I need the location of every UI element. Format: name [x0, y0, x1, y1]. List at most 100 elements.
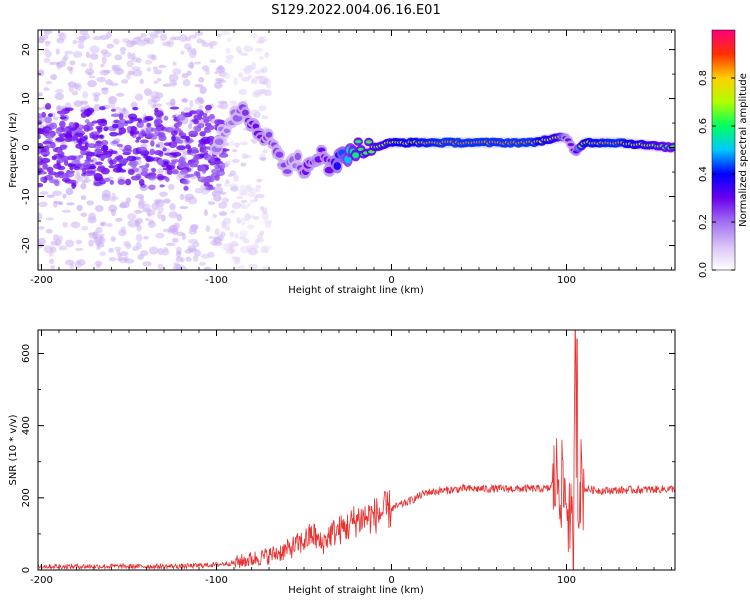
- spectrogram-core-cell: [63, 127, 69, 132]
- spectrogram-core-cell: [146, 132, 155, 138]
- spectrogram-noise-cell: [153, 199, 164, 203]
- spectrogram-noise-cell: [50, 265, 56, 270]
- spectrogram-noise-cell: [262, 148, 268, 154]
- spectrogram-core-cell: [193, 118, 199, 125]
- spectrogram-noise-cell: [54, 238, 62, 247]
- spectrogram-core-cell: [53, 153, 64, 159]
- spectrogram-noise-cell: [251, 33, 258, 39]
- spectrogram-noise-cell: [110, 236, 116, 242]
- spectrogram-noise-cell: [153, 103, 163, 107]
- spectrogram-core-cell: [91, 120, 100, 124]
- spectrogram-core-cell: [76, 127, 83, 134]
- spectrogram-core-cell: [68, 121, 75, 128]
- spectrogram-noise-cell: [226, 37, 232, 43]
- spectrogram-noise-cell: [93, 94, 99, 102]
- spectrogram-noise-cell: [247, 224, 255, 230]
- spectrogram-noise-cell: [44, 30, 50, 37]
- spectrogram-noise-cell: [119, 203, 127, 209]
- spectrogram-core-cell: [169, 106, 180, 110]
- spectrogram-core-cell: [187, 162, 195, 166]
- spectrogram-noise-cell: [81, 225, 89, 231]
- spectrogram-noise-cell: [188, 228, 198, 235]
- spectrogram-ridge-cell: [223, 128, 231, 134]
- spectrogram-noise-cell: [89, 53, 99, 60]
- spectrogram-noise-cell: [48, 258, 54, 265]
- spectrogram-noise-cell: [119, 46, 127, 53]
- spectrogram-core-cell: [49, 122, 58, 130]
- spectrogram-noise-cell: [46, 194, 55, 198]
- spectrogram-core-cell: [54, 179, 60, 187]
- spectrogram-noise-cell: [73, 83, 80, 89]
- spectrogram-core-cell: [59, 116, 67, 120]
- spectrogram-noise-cell: [120, 226, 127, 235]
- spectrogram-noise-cell: [101, 87, 109, 91]
- spectrogram-noise-cell: [169, 98, 176, 107]
- spectrogram-noise-cell: [246, 192, 257, 198]
- spectrogram-noise-cell: [137, 43, 146, 47]
- spectrogram-noise-cell: [86, 200, 95, 206]
- spectrogram-core-cell: [96, 140, 102, 144]
- spectrogram-noise-cell: [77, 43, 85, 50]
- spectrogram-noise-cell: [64, 239, 75, 248]
- spectrogram-core-cell: [193, 159, 199, 166]
- spectrogram-noise-cell: [243, 45, 254, 53]
- spectrogram-noise-cell: [201, 42, 210, 48]
- spectrogram-noise-cell: [220, 231, 226, 238]
- spectrogram-core-cell: [205, 104, 212, 111]
- spectrogram-core-cell: [137, 146, 147, 152]
- spectrogram-noise-cell: [180, 265, 187, 270]
- snr-series-line: [38, 330, 675, 570]
- spectrogram-speckles: [38, 30, 273, 270]
- spectrogram-core-cell: [205, 186, 216, 191]
- spectrogram-noise-cell: [222, 217, 231, 225]
- spectrogram-core-cell: [42, 140, 53, 145]
- spectrogram-noise-cell: [100, 63, 105, 68]
- spectrogram-noise-cell: [80, 195, 87, 201]
- spectrogram-core-cell: [62, 173, 69, 180]
- spectrogram-core-cell: [109, 150, 118, 155]
- spectrogram-core-cell: [44, 116, 52, 124]
- y-tick-label: 200: [21, 488, 32, 507]
- spectrogram-noise-cell: [215, 183, 222, 187]
- spectrogram-ridge-cell: [232, 114, 243, 122]
- spectrogram-noise-cell: [194, 84, 204, 88]
- spectrogram-noise-cell: [151, 202, 159, 211]
- spectrogram-noise-cell: [171, 237, 179, 243]
- spectrogram-noise-cell: [72, 39, 78, 45]
- x-tick-label: 100: [557, 575, 576, 586]
- spectrogram-core-cell: [203, 139, 211, 145]
- spectrogram-noise-cell: [150, 54, 157, 61]
- spectrogram-noise-cell: [162, 83, 171, 87]
- spectrogram-core-cell: [140, 171, 149, 177]
- spectrogram-noise-cell: [101, 56, 107, 65]
- spectrogram-noise-cell: [75, 239, 83, 245]
- spectrogram-core-cell: [85, 151, 96, 157]
- spectrogram-ridge-cell: [357, 147, 365, 152]
- spectrogram-core-cell: [125, 178, 132, 186]
- x-tick-label: -200: [30, 275, 53, 286]
- spectrogram-core-cell: [80, 111, 87, 118]
- spectrogram-noise-cell: [238, 49, 243, 55]
- spectrogram-core-cell: [165, 164, 172, 169]
- spectrogram-noise-cell: [150, 91, 160, 99]
- spectrogram-noise-cell: [220, 30, 231, 36]
- colorbar-bar: [712, 30, 735, 270]
- spectrogram-noise-cell: [194, 187, 204, 194]
- spectrogram-noise-cell: [114, 106, 122, 111]
- spectrogram-noise-cell: [75, 247, 84, 252]
- spectrogram-noise-cell: [217, 65, 224, 71]
- spectrogram-noise-cell: [108, 248, 115, 253]
- spectrogram-noise-cell: [231, 158, 240, 164]
- spectrogram-core-cell: [172, 169, 179, 175]
- spectrogram-core-cell: [145, 163, 150, 167]
- spectrogram-core-cell: [99, 134, 104, 139]
- spectrogram-noise-cell: [233, 77, 238, 86]
- spectrogram-core-cell: [101, 139, 109, 146]
- spectrogram-noise-cell: [38, 69, 45, 77]
- spectrogram-noise-cell: [258, 56, 264, 60]
- spectrogram-core-cell: [131, 126, 138, 132]
- spectrogram-core-cell: [193, 171, 199, 176]
- spectrogram-core-cell: [99, 180, 106, 185]
- spectrogram-noise-cell: [55, 88, 64, 94]
- spectrogram-noise-cell: [182, 78, 191, 87]
